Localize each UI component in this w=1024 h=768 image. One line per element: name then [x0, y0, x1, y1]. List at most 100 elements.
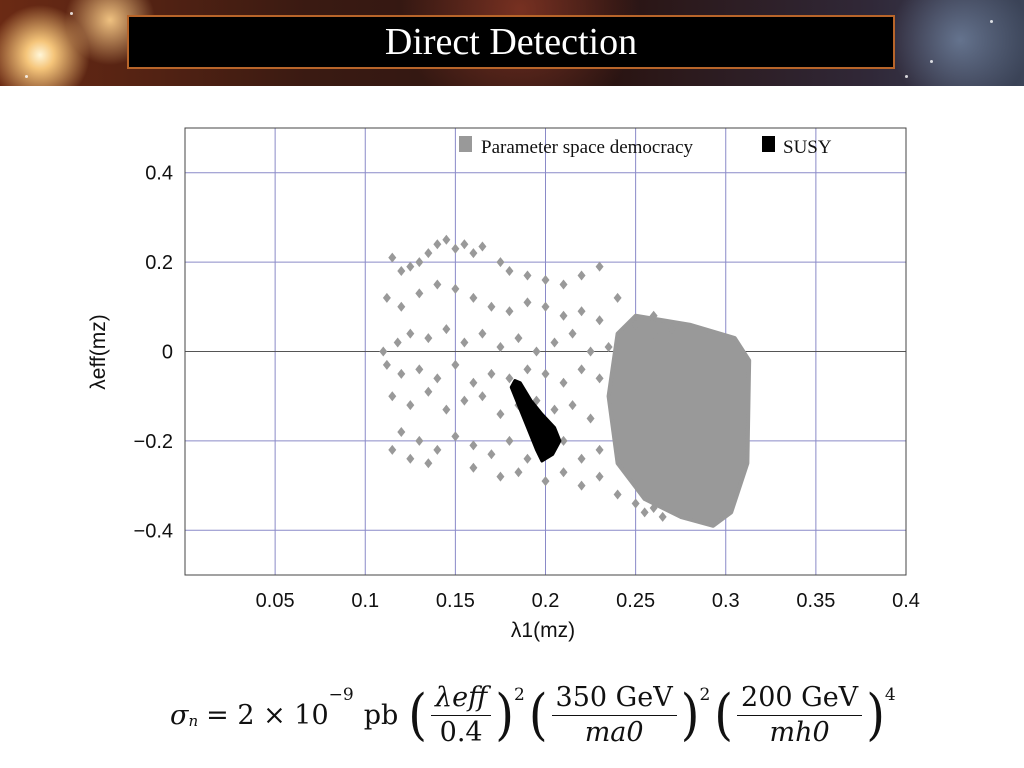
y-tick-label: −0.2 — [134, 431, 173, 453]
scatter-point — [388, 444, 397, 455]
scatter-point — [613, 489, 622, 500]
scatter-point — [559, 467, 568, 478]
x-tick-label: 0.4 — [892, 590, 920, 612]
x-tick-label: 0.3 — [712, 590, 740, 612]
scatter-point — [478, 391, 487, 402]
formula-paren-close-1: ) — [495, 682, 514, 748]
formula-exponent: −9 — [328, 685, 354, 705]
formula-power-1: 2 — [513, 685, 525, 705]
scatter-point — [487, 368, 496, 379]
scatter-point — [406, 261, 415, 272]
scatter-point — [433, 239, 442, 250]
scatter-point — [451, 359, 460, 370]
scatter-point — [382, 359, 391, 370]
scatter-point — [487, 449, 496, 460]
formula-paren-open-1: ( — [408, 682, 428, 748]
header-banner: Direct Detection — [0, 0, 1024, 86]
plot-frame — [184, 127, 907, 576]
legend-swatch-susy — [762, 136, 775, 152]
scatter-point — [649, 502, 658, 513]
scatter-point — [595, 373, 604, 384]
scatter-point — [595, 315, 604, 326]
scatter-point — [595, 261, 604, 272]
fraction-lambda-numerator: λeff — [431, 683, 492, 716]
scatter-point — [658, 511, 667, 522]
scatter-point — [469, 462, 478, 473]
scatter-point — [496, 409, 505, 420]
scatter-point — [514, 467, 523, 478]
scatter-point — [613, 292, 622, 303]
scatter-point — [415, 435, 424, 446]
fraction-mh-numerator: 200 GeV — [737, 683, 863, 716]
scatter-point — [631, 498, 640, 509]
scatter-point — [451, 283, 460, 294]
formula-paren-close-3: ) — [866, 682, 885, 748]
scatter-point — [424, 333, 433, 344]
scatter-point — [442, 234, 451, 245]
scatter-point — [397, 426, 406, 437]
scatter-point — [505, 435, 514, 446]
scatter-point — [559, 310, 568, 321]
x-tick-label: 0.05 — [256, 590, 295, 612]
scatter-point — [505, 266, 514, 277]
scatter-point — [397, 266, 406, 277]
scatter-point — [424, 248, 433, 259]
scatter-point — [496, 257, 505, 268]
scatter-point — [577, 270, 586, 281]
scatter-point — [415, 257, 424, 268]
scatter-point — [523, 297, 532, 308]
scatter-point — [478, 328, 487, 339]
scatter-point — [595, 471, 604, 482]
scatter-point — [559, 279, 568, 290]
dense-region — [606, 313, 752, 528]
scatter-point — [550, 337, 559, 348]
scatter-point — [604, 342, 613, 353]
y-tick-label: 0.4 — [145, 163, 173, 185]
x-axis-label: λ1(mz) — [511, 619, 575, 642]
scatter-point — [586, 413, 595, 424]
cross-section-formula: σ n = 2 × 10 −9 pb ( λeff 0.4 ) 2 ( 350 … — [170, 680, 896, 750]
legend-label-democracy: Parameter space democracy — [481, 137, 694, 158]
susy-region — [509, 379, 562, 463]
formula-power-3: 4 — [884, 685, 896, 705]
formula-coefficient: = 2 × 10 — [206, 699, 329, 731]
scatter-point — [388, 252, 397, 263]
scatter-point — [415, 288, 424, 299]
formula-power-2: 2 — [699, 685, 711, 705]
scatter-point — [415, 364, 424, 375]
scatter-point — [424, 386, 433, 397]
chart-grid — [185, 128, 907, 575]
legend-swatch-democracy — [459, 136, 472, 152]
formula-paren-close-2: ) — [680, 682, 700, 748]
x-tick-label: 0.1 — [351, 590, 379, 612]
scatter-point — [469, 440, 478, 451]
fraction-mh-denominator: mh0 — [769, 716, 830, 748]
formula-paren-open-2: ( — [528, 682, 548, 748]
x-tick-label: 0.35 — [796, 590, 835, 612]
scatter-point — [577, 480, 586, 491]
scatter-point — [424, 458, 433, 469]
scatter-point — [496, 471, 505, 482]
scatter-point — [433, 279, 442, 290]
scatter-point — [397, 368, 406, 379]
y-tick-label: 0 — [162, 342, 173, 364]
scatter-point — [640, 507, 649, 518]
scatter-point — [382, 292, 391, 303]
x-tick-label: 0.2 — [532, 590, 560, 612]
scatter-point — [505, 373, 514, 384]
y-tick-label: 0.2 — [145, 252, 173, 274]
scatter-point — [451, 243, 460, 254]
scatter-point — [469, 248, 478, 259]
scatter-point — [550, 404, 559, 415]
formula-paren-open-3: ( — [714, 682, 734, 748]
formula-sigma-subscript: n — [188, 712, 199, 730]
fraction-lambda: λeff 0.4 — [431, 683, 492, 747]
scatter-point — [523, 364, 532, 375]
scatter-point — [433, 373, 442, 384]
x-tick-label: 0.15 — [436, 590, 475, 612]
scatter-point — [577, 453, 586, 464]
scatter-point — [406, 453, 415, 464]
scatter-point — [393, 337, 402, 348]
scatter-point — [487, 301, 496, 312]
scatter-point — [379, 346, 388, 357]
